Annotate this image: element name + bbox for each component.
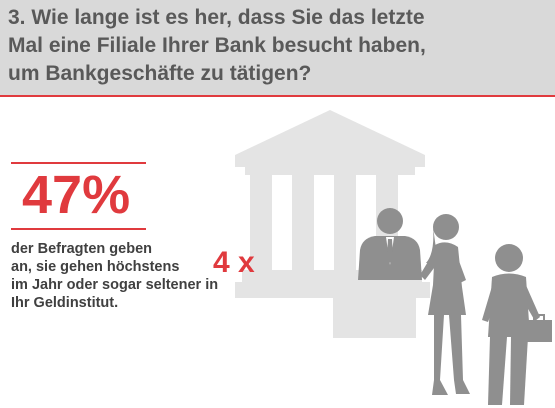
description-line: der Befragten geben [11,241,152,257]
stat-top-rule [11,162,146,164]
question-title: 3. Wie lange ist es her, dass Sie das le… [8,6,426,85]
percentage-stat: 47% [22,165,131,225]
description-line: an, sie gehen höchstens [11,259,180,275]
description-line: im Jahr oder sogar seltener in [11,277,219,293]
stat-description: der Befragten geben an, sie gehen höchst… [11,240,231,312]
description-line: Ihr Geldinstitut. [11,295,119,311]
bank-clerk-icon [333,208,422,338]
frequency-stat: 4 x [213,246,255,279]
businessman-walking-icon [482,244,552,405]
bank-illustration [235,110,552,405]
woman-walking-icon [420,214,470,395]
question-header: 3. Wie lange ist es her, dass Sie das le… [0,0,555,97]
stat-bottom-rule [11,228,146,230]
